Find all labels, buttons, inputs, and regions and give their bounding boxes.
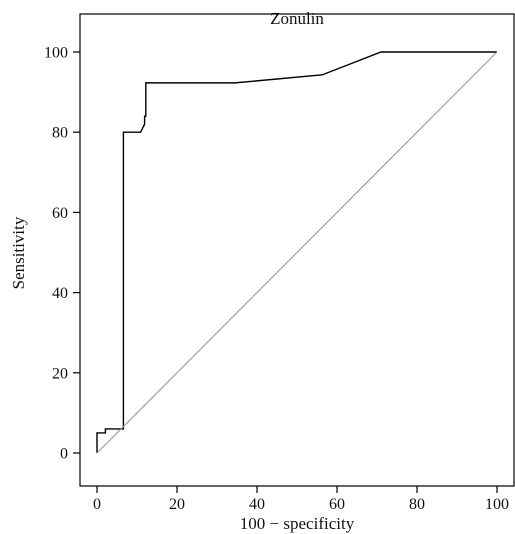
reference-diagonal xyxy=(96,51,498,454)
y-axis: 0 20 40 60 80 100 xyxy=(44,45,80,463)
x-tick-label: 80 xyxy=(409,496,425,513)
plot-area xyxy=(79,13,515,487)
y-tick-label: 40 xyxy=(52,285,68,302)
x-axis: 0 20 40 60 80 100 xyxy=(93,486,509,513)
x-tick-label: 40 xyxy=(249,496,265,513)
chart-title: Zonulin xyxy=(270,9,324,28)
y-axis-label: Sensitivity xyxy=(9,216,28,289)
x-tick-label: 20 xyxy=(169,496,185,513)
x-axis-label: 100 − specificity xyxy=(240,514,355,533)
y-tick-label: 80 xyxy=(52,125,68,142)
x-tick-label: 100 xyxy=(485,496,509,513)
y-tick-label: 60 xyxy=(52,205,68,222)
x-tick-label: 60 xyxy=(329,496,345,513)
y-tick-label: 100 xyxy=(44,45,68,62)
y-tick-label: 0 xyxy=(60,446,68,463)
x-tick-label: 0 xyxy=(93,496,101,513)
roc-curve xyxy=(96,51,497,453)
plot-frame xyxy=(79,13,515,487)
y-tick-label: 20 xyxy=(52,365,68,382)
